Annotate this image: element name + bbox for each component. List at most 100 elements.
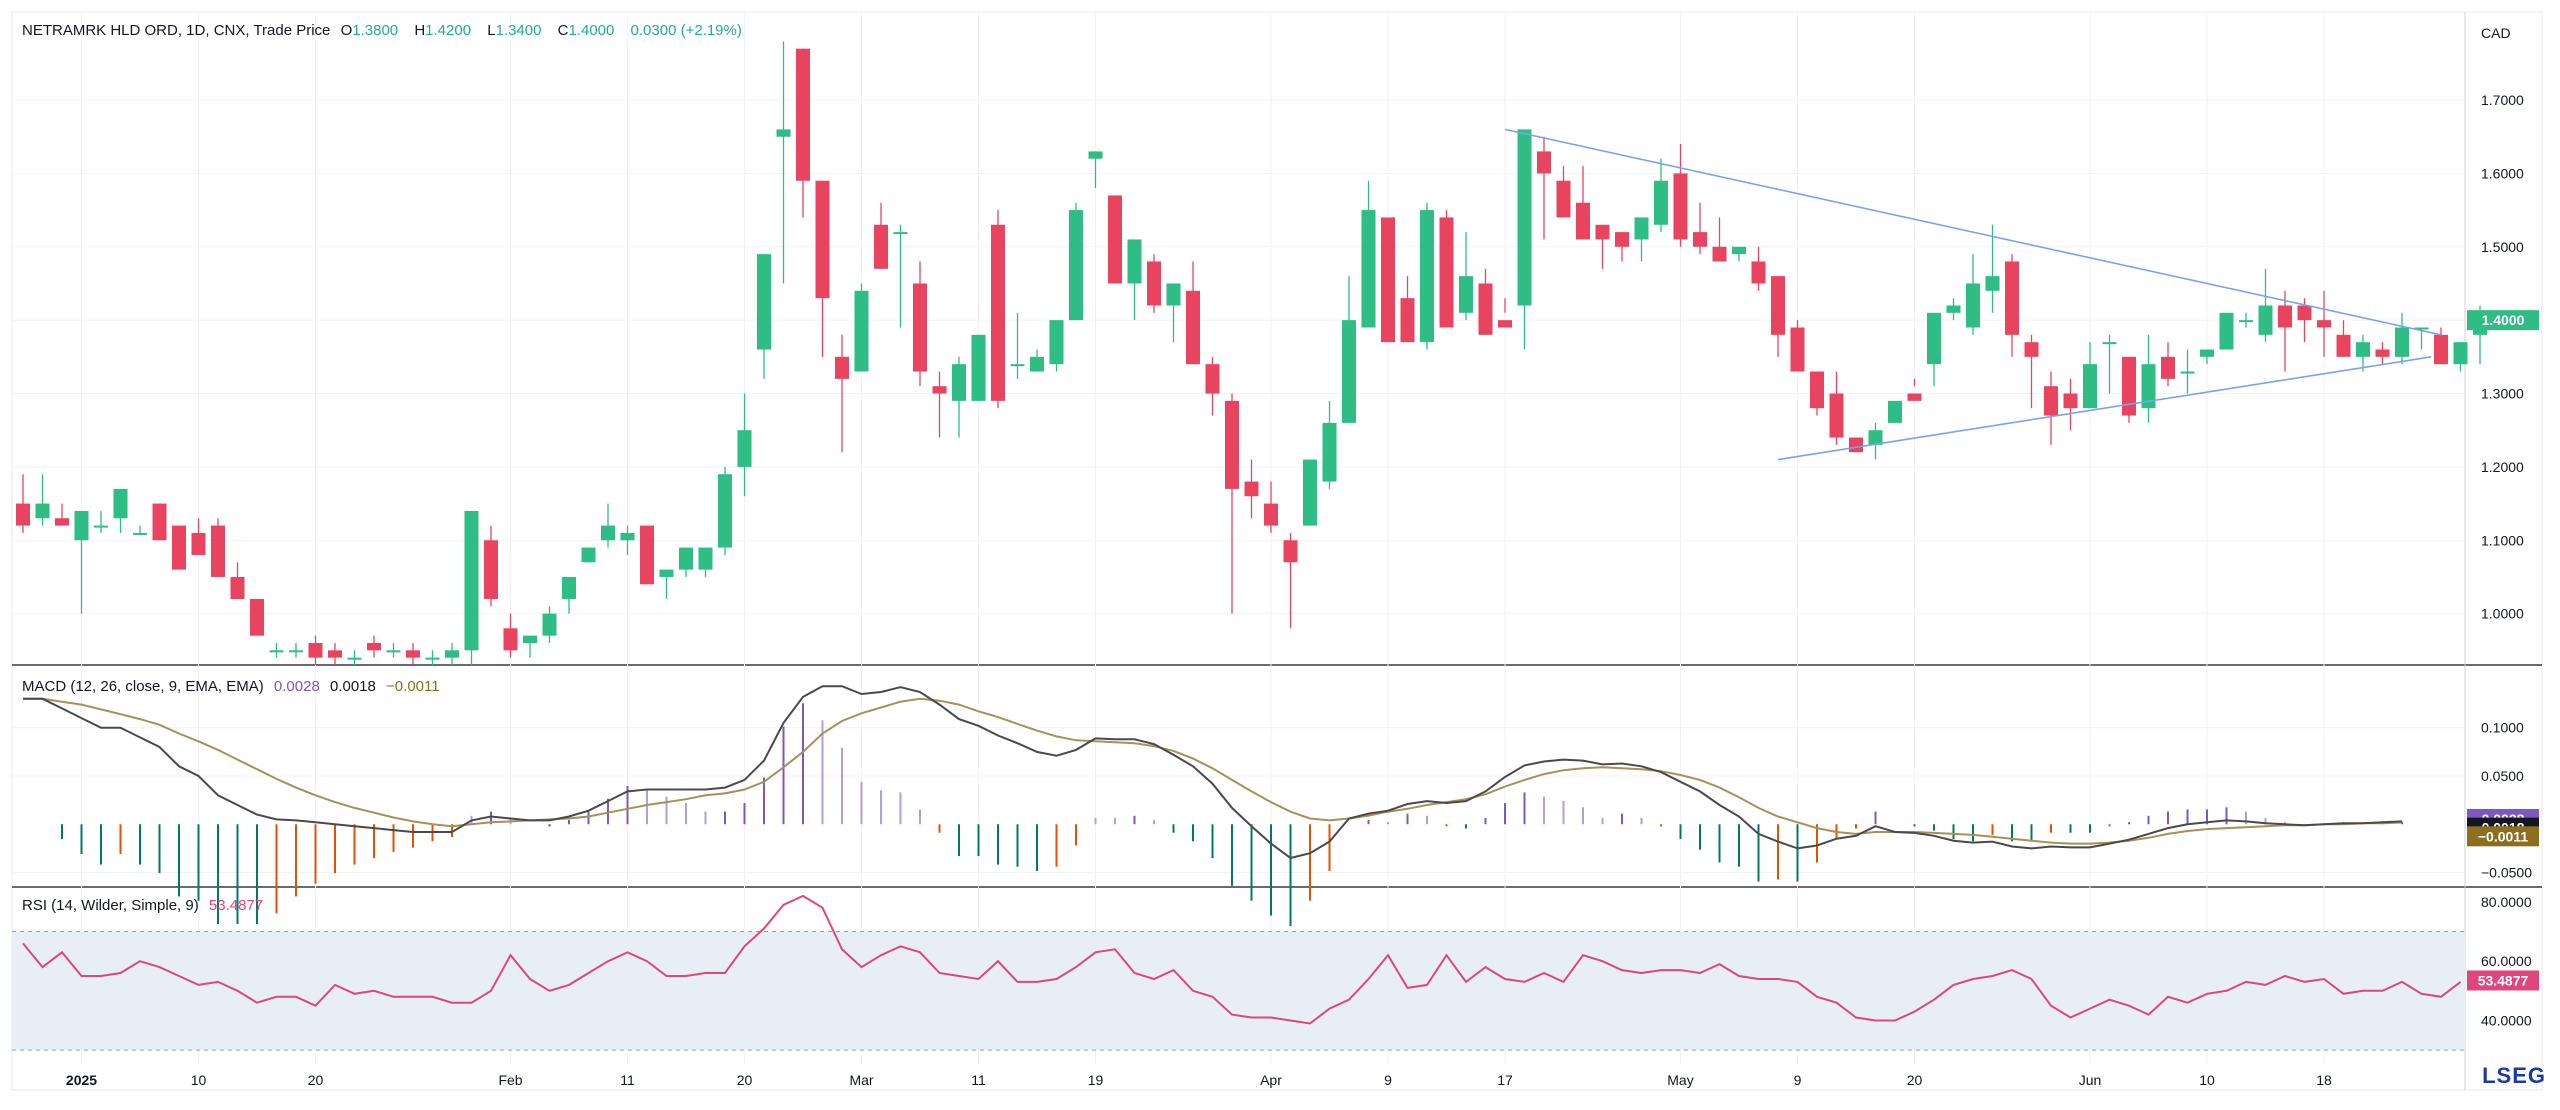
candle-body [1439,217,1454,328]
macd-layer [23,685,2403,927]
candle-body [2161,356,2175,379]
candle-body [2239,320,2253,323]
candle-body [776,129,791,137]
candle-body [1205,364,1220,394]
macd-legend: MACD (12, 26, close, 9, EMA, EMA) 0.0028… [22,678,446,695]
x-tick-label: Mar [849,1072,873,1088]
candle-body [1381,217,1395,343]
candle-body [932,386,947,394]
candle-body [2200,349,2214,357]
rsi-legend: RSI (14, Wilder, Simple, 9) 53.4877 [22,897,269,914]
candle-body [1225,400,1239,489]
instrument-name: NETRAMRK HLD ORD, 1D, CNX, Trade Price [22,22,331,39]
candle-body [1966,283,1980,328]
candle-body [308,642,323,658]
candle-body [2356,342,2370,357]
candle-body [1576,202,1590,240]
candle-body [854,290,869,372]
candle-body [1400,298,1415,343]
change-value: 0.0300 (+2.19%) [630,22,742,39]
x-tick-label: 19 [1088,1072,1104,1088]
candle-body [1478,283,1493,335]
candle-body [1049,320,1064,365]
candle-body [55,518,69,526]
candle-body [250,598,264,636]
candle-body [718,474,732,548]
candle-body [1420,210,1434,343]
candle-body [1108,195,1122,284]
candle-body [172,525,186,570]
candle-body [815,180,830,299]
open-label: O [340,22,353,39]
grid-layer [11,11,2543,1091]
candle-body [2375,349,2390,357]
currency-label: CAD [2481,25,2511,41]
candle-body [211,525,225,577]
x-tick-label: 9 [1794,1072,1802,1088]
candle-body [2395,327,2409,357]
low-value: 1.3400 [495,22,542,39]
candle-body [1829,393,1844,438]
candle-body [757,254,771,350]
candle-body [1556,180,1571,218]
x-tick-label: May [1667,1072,1693,1088]
x-tick-label: 10 [191,1072,207,1088]
candle-body [1751,261,1766,284]
x-tick-label: Jun [2079,1072,2102,1088]
candle-body [1342,320,1356,423]
candle-body [2278,305,2292,328]
x-tick-label: 10 [2199,1072,2215,1088]
rsi-tick-label: 60.0000 [2481,953,2532,969]
open-value: 1.3800 [352,22,399,39]
candle-body [1030,356,1044,372]
candle-body [1303,459,1317,526]
candle-body [1634,217,1649,240]
candle-body [1732,246,1746,255]
candle-body [2063,393,2078,409]
candle-body [1712,246,1727,262]
low-label: L [487,22,496,39]
candle-body [1595,224,1610,240]
candle-body [367,642,381,651]
axis-layer: 1.0000 1.1000 1.2000 1.3000 1.4000 1.5000 1.60… [66,25,2539,1088]
candle-body [1537,151,1551,174]
candle-body [1693,232,1707,247]
candle-body [1283,540,1298,563]
candle-body [35,503,50,519]
close-value: 1.4000 [568,22,615,39]
candle-body [1322,422,1337,482]
x-tick-label: 17 [1497,1072,1513,1088]
x-tick-label: 9 [1384,1072,1392,1088]
candle-body [874,224,888,269]
x-tick-label: 2025 [66,1072,97,1088]
candle-body [1498,320,1512,328]
candle-body [1849,437,1863,453]
candle-body [1459,276,1473,313]
candle-body [1517,129,1532,306]
x-tick-label: 20 [1907,1072,1923,1088]
candle-body [1771,276,1785,335]
price-badge-text: 1.4000 [2482,312,2525,328]
candle-body [445,650,459,658]
candle-body [2180,371,2195,374]
candle-body [562,576,576,599]
candle-body [289,650,303,653]
rsi-line [22,894,2462,1025]
candle-body [1244,481,1259,497]
rsi-tick-label: 80.0000 [2481,894,2532,910]
candle-body [620,532,635,541]
candle-body [991,224,1005,401]
candle-body [2141,364,2156,409]
candle-body [601,525,615,541]
candle-body [1790,327,1805,372]
rsi-title: RSI (14, Wilder, Simple, 9) [22,897,199,914]
candle-body [1147,261,1161,306]
hist-badge-text: −0.0011 [2478,828,2528,844]
chart-frame [11,11,2543,1091]
macd-signal-line [23,697,2403,845]
x-tick-label: 18 [2316,1072,2332,1088]
candle-body [230,576,245,599]
candle-body [1166,283,1181,306]
candle-body [679,547,693,570]
